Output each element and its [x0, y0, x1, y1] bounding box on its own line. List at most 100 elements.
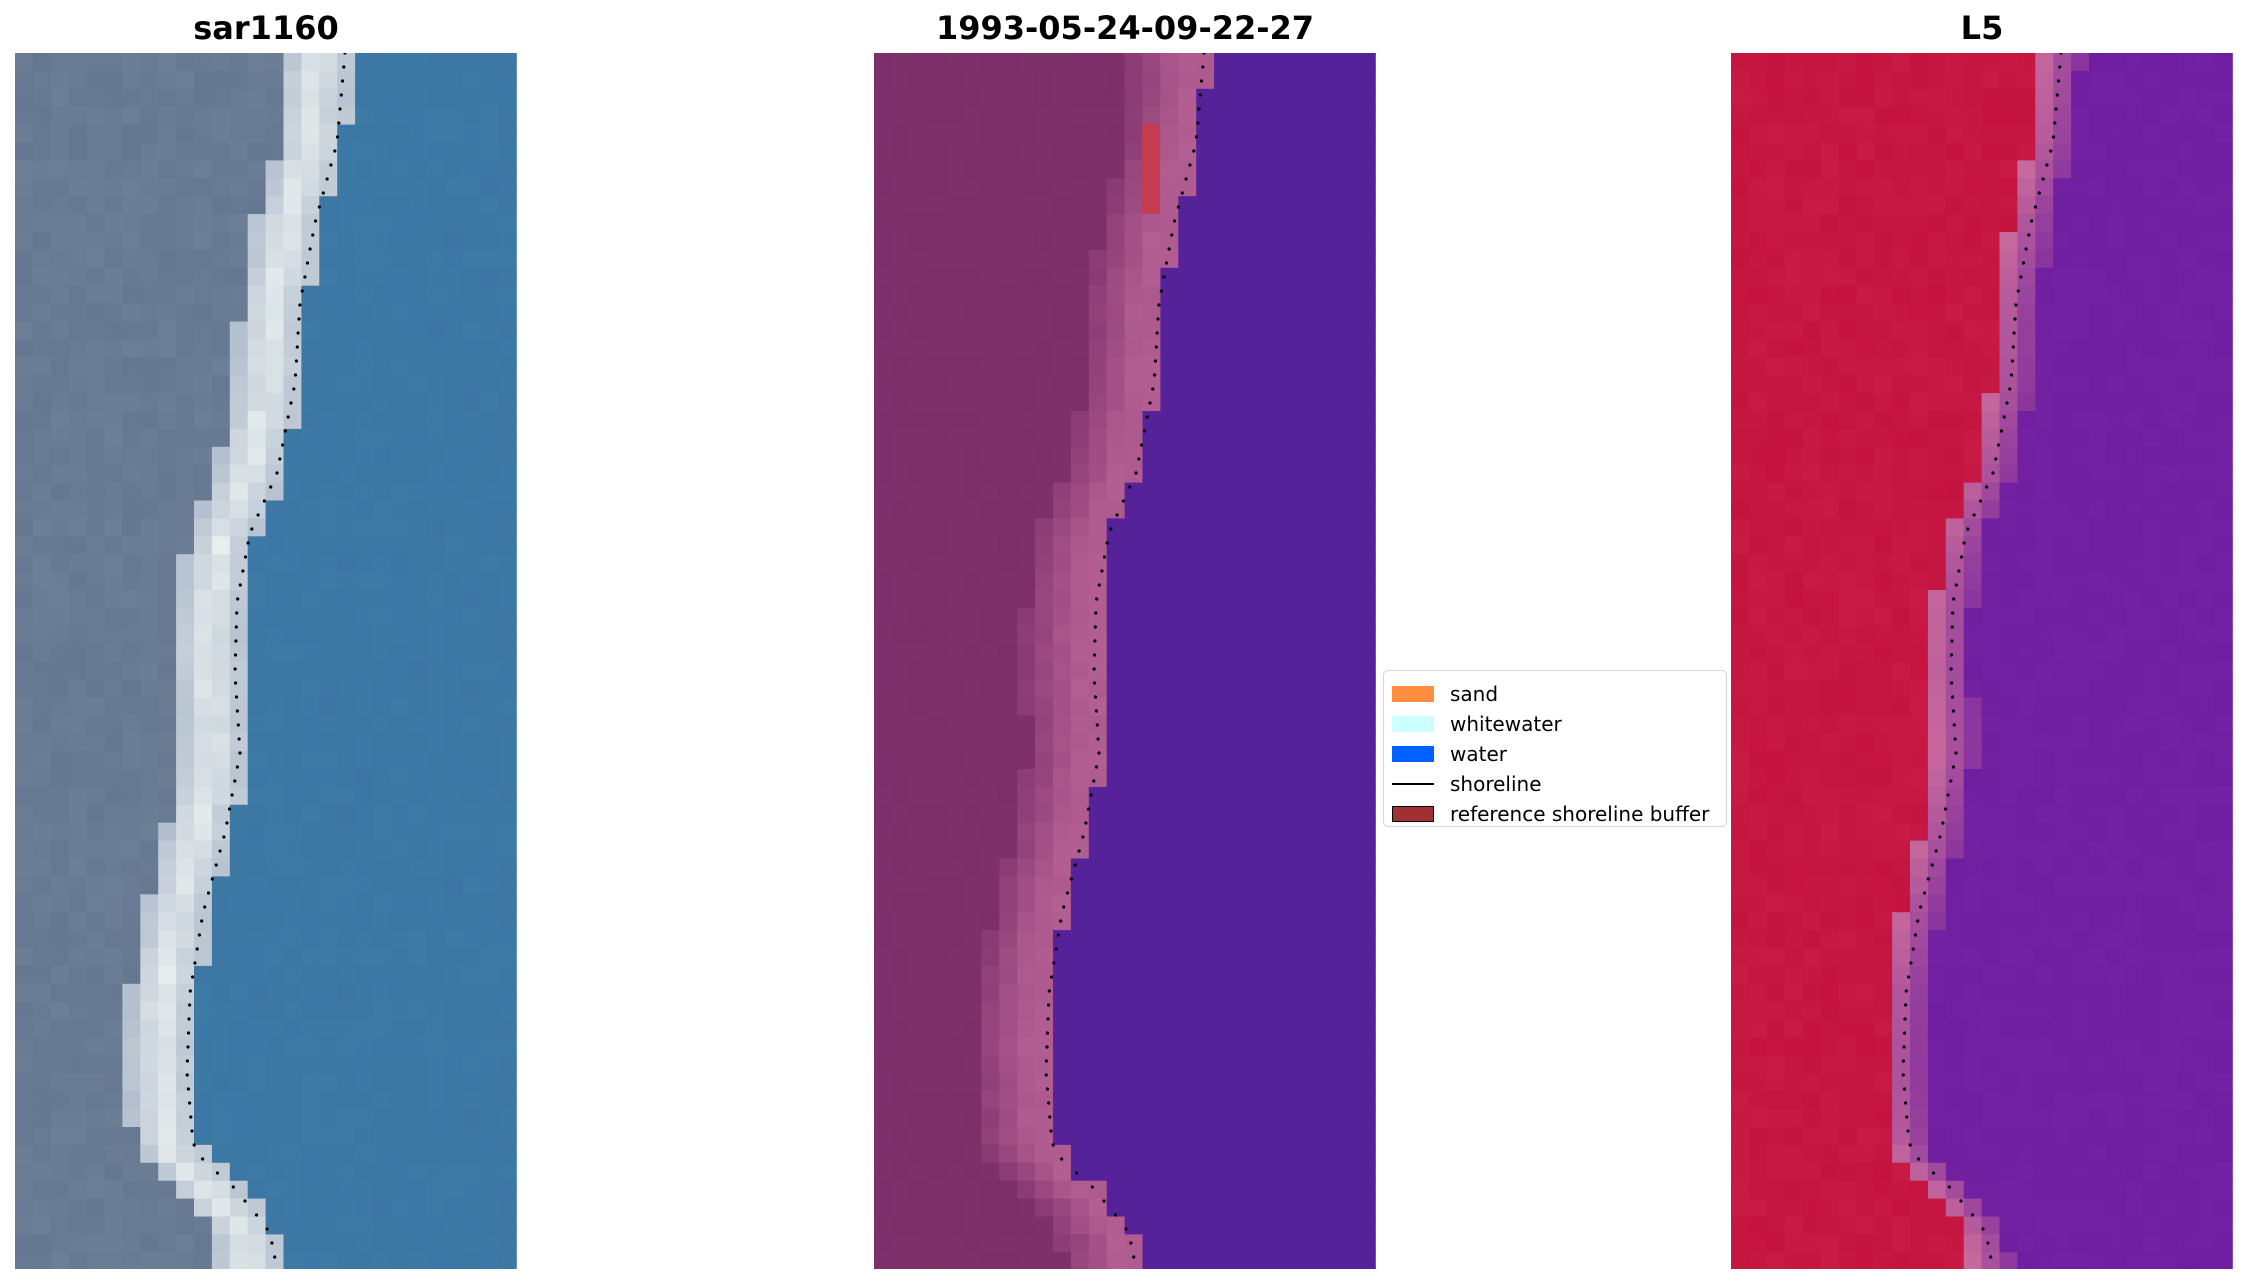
shoreline-point: [1931, 1171, 1936, 1175]
shoreline-point: [1156, 317, 1160, 321]
shoreline-point: [206, 891, 211, 895]
shoreline-point: [1949, 779, 1953, 783]
panel-title-date: 1993-05-24-09-22-27: [935, 9, 1315, 47]
shoreline-point: [1904, 1003, 1908, 1007]
shoreline-point: [238, 583, 242, 587]
shoreline-point: [1922, 891, 1927, 895]
buffer-swatch: [1392, 806, 1434, 822]
shoreline-point: [233, 779, 237, 783]
shoreline-point: [192, 1143, 196, 1147]
shoreline-point: [292, 387, 296, 391]
shoreline-point: [1065, 891, 1070, 895]
shoreline-point: [333, 149, 337, 153]
shoreline-point: [297, 317, 301, 321]
shoreline-point: [2033, 205, 2037, 209]
shoreline-point: [1155, 331, 1159, 335]
shoreline-point: [1054, 947, 1058, 951]
legend-label-sand: sand: [1450, 682, 1499, 706]
shoreline-point: [300, 289, 304, 293]
shoreline-point: [281, 443, 285, 447]
legend-label-whitewater: whitewater: [1450, 712, 1562, 736]
shoreline-point: [1045, 1045, 1049, 1049]
shoreline-point: [1100, 569, 1104, 573]
shoreline-point: [1073, 863, 1077, 867]
shoreline-point: [1059, 919, 1063, 923]
shoreline-point: [241, 569, 245, 573]
shoreline-point: [1201, 65, 1205, 69]
shoreline-point: [2008, 387, 2012, 391]
shoreline-point: [1145, 415, 1149, 419]
shoreline-point: [1047, 1101, 1051, 1105]
shoreline-point: [2054, 107, 2058, 111]
shoreline-point: [2011, 345, 2015, 349]
shoreline-point: [1051, 1143, 1055, 1147]
shoreline-point: [1048, 1115, 1052, 1119]
shoreline-point: [1184, 177, 1188, 181]
shoreline-point: [1047, 989, 1051, 993]
shoreline-point: [338, 107, 342, 111]
shoreline-point: [225, 821, 229, 825]
shoreline-point: [1092, 779, 1096, 783]
shoreline-point: [246, 541, 250, 545]
shoreline-point: [1094, 765, 1098, 769]
shoreline-point: [2030, 219, 2034, 223]
shoreline-point: [1902, 1031, 1907, 1035]
shoreline-point: [1970, 1213, 1975, 1217]
shoreline-point: [1913, 933, 1917, 937]
shoreline-point: [1194, 135, 1199, 139]
shoreline-point: [1952, 723, 1956, 727]
shoreline-point: [1197, 107, 1201, 111]
shoreline-point: [339, 93, 343, 97]
shoreline-point: [314, 219, 318, 223]
shoreline-point: [1154, 345, 1158, 349]
shoreline-point: [1045, 1031, 1050, 1035]
shoreline-point: [2053, 121, 2057, 125]
shoreline-point: [227, 807, 232, 811]
shoreline-point: [1997, 443, 2001, 447]
shoreline-point: [1954, 583, 1958, 587]
index-image: [1731, 53, 2233, 1269]
shoreline-point: [1943, 807, 1948, 811]
shoreline-point: [262, 499, 266, 503]
shoreline-point: [185, 1059, 189, 1063]
shoreline-point: [278, 457, 282, 461]
shoreline-point: [186, 1045, 190, 1049]
shoreline-point: [1941, 821, 1945, 825]
shoreline-point: [189, 1115, 193, 1119]
shoreline-point: [1084, 821, 1088, 825]
shoreline-point: [1102, 1199, 1106, 1203]
shoreline-point: [308, 247, 312, 251]
shoreline-point: [1069, 877, 1073, 881]
shoreline-point: [234, 625, 238, 629]
shoreline-point: [186, 1031, 191, 1035]
shoreline-point: [2051, 135, 2056, 139]
shoreline-point: [1950, 681, 1954, 685]
shoreline-point: [1951, 765, 1955, 769]
panel-title-rgb: sar1160: [193, 9, 339, 47]
shoreline-point: [1188, 163, 1192, 167]
shoreline-point: [187, 1017, 191, 1021]
shoreline-point: [1951, 709, 1955, 713]
shoreline-point: [270, 1241, 274, 1245]
shoreline-point: [1962, 541, 1966, 545]
legend-item-shoreline: shoreline: [1392, 769, 1542, 799]
shoreline-point: [1159, 289, 1163, 293]
shoreline-point: [325, 177, 329, 181]
shoreline-point: [188, 989, 192, 993]
legend-item-buffer: reference shoreline buffer: [1392, 799, 1709, 829]
shoreline-point: [1981, 1227, 1985, 1231]
shoreline-point: [1908, 1143, 1912, 1147]
shoreline-point: [231, 1185, 235, 1189]
shoreline-point: [1049, 1129, 1053, 1133]
shoreline-point: [1102, 555, 1107, 559]
shoreline-point: [256, 513, 260, 517]
shoreline-point: [1062, 905, 1066, 909]
shoreline-point: [1157, 303, 1161, 307]
shoreline-point: [1097, 583, 1101, 587]
shoreline-point: [1096, 737, 1100, 741]
index-image-panel: [1731, 53, 2233, 1269]
shoreline-line-swatch: [1392, 782, 1434, 786]
shoreline-point: [1994, 457, 1998, 461]
shoreline-point: [233, 667, 237, 671]
shoreline-point: [1137, 457, 1141, 461]
